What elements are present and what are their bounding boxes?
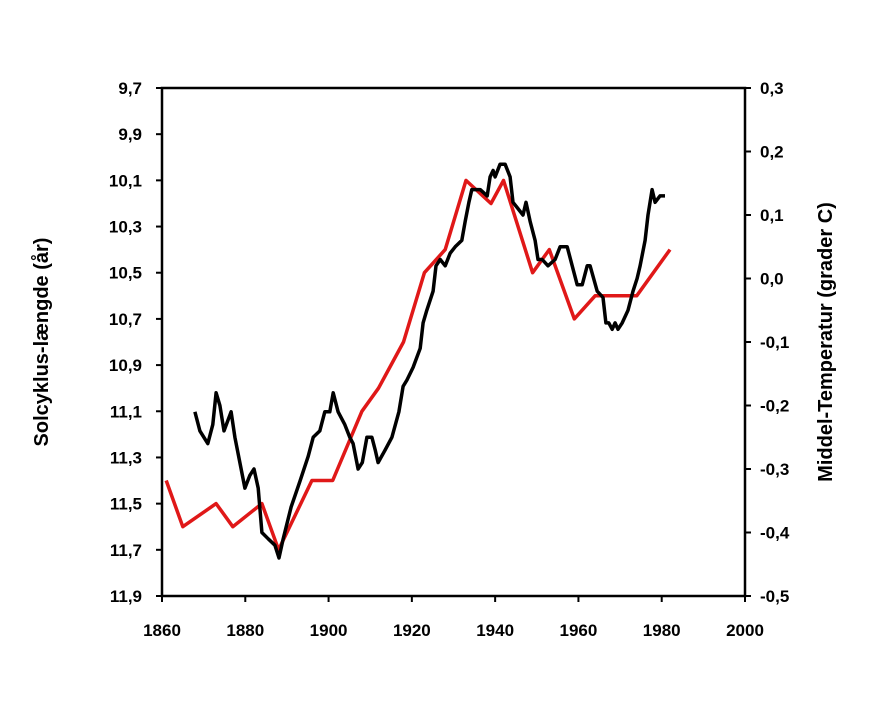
- left-y-tick-label: 10,1: [109, 171, 142, 190]
- x-tick-label: 1940: [476, 621, 514, 640]
- left-y-tick-label: 11,7: [110, 541, 142, 560]
- x-tick-label: 1860: [143, 621, 181, 640]
- right-y-tick-label: -0,4: [760, 524, 790, 543]
- x-tick-label: 1920: [393, 621, 431, 640]
- left-y-tick-label: 9,7: [118, 79, 142, 98]
- right-y-tick-label: 0,1: [760, 206, 784, 225]
- right-y-tick-label: -0,1: [760, 333, 789, 352]
- left-y-tick-label: 10,9: [109, 356, 142, 375]
- mean-temperature-line: [193, 162, 665, 560]
- right-y-tick-label: 0,3: [760, 79, 784, 98]
- x-tick-label: 1980: [643, 621, 681, 640]
- x-tick-label: 1960: [560, 621, 598, 640]
- left-y-tick-label: 10,5: [109, 264, 142, 283]
- right-y-tick-label: 0,0: [760, 270, 784, 289]
- right-y-tick-label: 0,2: [760, 143, 784, 162]
- left-y-tick-label: 10,3: [109, 218, 142, 237]
- left-y-tick-label: 9,9: [118, 125, 142, 144]
- left-y-tick-label: 11,1: [110, 402, 142, 421]
- right-y-tick-label: -0,3: [760, 460, 789, 479]
- right-y-tick-label: -0,5: [760, 587, 789, 606]
- left-y-tick-label: 11,5: [110, 495, 142, 514]
- left-axis-label: Solcyklus-længde (år): [30, 238, 53, 447]
- left-y-tick-label: 10,7: [109, 310, 142, 329]
- solar-cycle-length-line: [164, 178, 672, 552]
- x-tick-label: 1900: [310, 621, 348, 640]
- right-axis-label: Middel-Temperatur (grader C): [815, 202, 837, 482]
- left-y-tick-label: 11,9: [110, 587, 142, 606]
- right-y-tick-label: -0,2: [760, 397, 789, 416]
- plot-frame: [160, 86, 747, 598]
- left-y-tick-label: 11,3: [110, 448, 142, 467]
- x-tick-label: 2000: [726, 621, 764, 640]
- x-tick-label: 1880: [226, 621, 264, 640]
